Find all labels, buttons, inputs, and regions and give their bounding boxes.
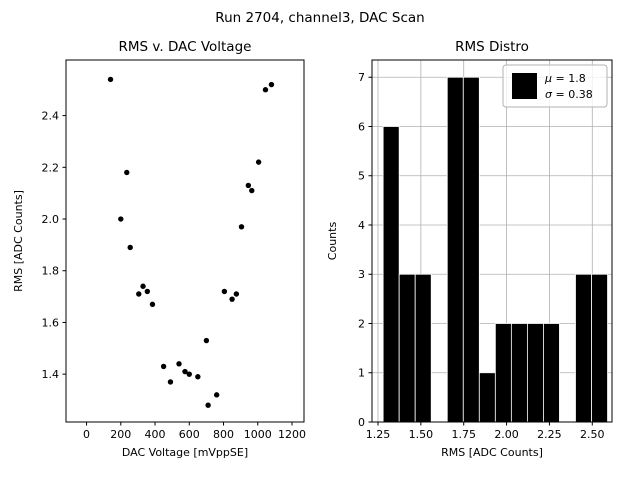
legend-box: μ = 1.8 σ = 0.38: [502, 64, 608, 108]
scatter-point: [140, 283, 146, 289]
scatter-point: [205, 402, 211, 408]
hist-bar: [462, 76, 480, 423]
x-tick-label: 1.50: [409, 428, 434, 441]
scatter-point: [176, 361, 182, 367]
x-axis-label: DAC Voltage [mVppSE]: [122, 446, 248, 459]
scatter-point: [182, 368, 188, 375]
scatter-point: [136, 291, 142, 297]
x-tick-label: 1200: [278, 428, 306, 441]
hist-bar: [527, 323, 544, 423]
x-tick-label: 600: [179, 428, 200, 441]
legend-label: μ = 1.8: [544, 72, 586, 85]
scatter-point: [167, 379, 174, 385]
scatter-point: [229, 296, 235, 302]
scatter-point: [213, 392, 220, 398]
hist-bar: [478, 372, 496, 423]
legend-label: σ = 0.38: [545, 88, 593, 101]
scatter-point: [255, 159, 262, 165]
y-tick-label: 1.4: [42, 368, 60, 381]
y-axis-label: RMS [ADC Counts]: [12, 190, 25, 292]
x-tick-label: 2.25: [537, 428, 562, 441]
y-tick-label: 1.8: [42, 265, 60, 278]
hist-bar: [575, 273, 592, 423]
y-tick-label: 5: [358, 170, 365, 183]
scatter-point: [238, 224, 245, 230]
x-tick-label: 0: [83, 428, 90, 441]
y-tick-label: 4: [358, 219, 365, 232]
scatter-point: [262, 87, 269, 93]
x-tick-label: 1000: [244, 428, 272, 441]
scatter-point: [221, 288, 228, 295]
hist-bar: [494, 323, 512, 423]
x-tick-label: 200: [110, 428, 131, 441]
x-axis-label: RMS [ADC Counts]: [441, 446, 543, 459]
scatter-point: [203, 337, 210, 344]
y-tick-label: 2.2: [42, 161, 60, 174]
x-tick-label: 400: [145, 428, 166, 441]
hist-bar: [414, 273, 432, 423]
hist-bar: [446, 76, 464, 423]
figure-title: Run 2704, channel3, DAC Scan: [215, 10, 425, 26]
hist-bar: [382, 126, 400, 423]
scatter-point: [118, 216, 124, 222]
scatter-point: [144, 288, 151, 295]
x-tick-label: 800: [213, 428, 234, 441]
scatter-point: [160, 363, 167, 370]
axes-title: RMS v. DAC Voltage: [119, 39, 252, 55]
y-tick-label: 3: [358, 268, 365, 281]
scatter-point: [186, 371, 192, 377]
y-tick-label: 6: [358, 120, 365, 133]
x-tick-label: 2.50: [580, 428, 605, 441]
y-tick-label: 2.0: [42, 213, 60, 226]
axes-spines: [65, 59, 305, 423]
x-tick-label: 1.25: [366, 428, 391, 441]
hist-bar: [591, 273, 608, 423]
axes-spines: [371, 59, 613, 423]
hist-bar: [398, 273, 416, 423]
y-tick-label: 1.6: [42, 316, 60, 329]
y-tick-label: 0: [358, 416, 365, 429]
scatter-plot: 0 200 400 600 800 1000 1200 1.4 1.6 1.8 2.0 2.2 2.4 R…: [12, 39, 306, 459]
scatter-point: [107, 76, 114, 83]
scatter-point: [149, 301, 156, 308]
legend-swatch: [512, 73, 537, 99]
axes-title: RMS Distro: [455, 39, 529, 55]
x-tick-label: 2.00: [494, 428, 519, 441]
scatter-point: [268, 81, 275, 88]
y-axis-label: Counts: [326, 222, 339, 261]
scatter-point: [195, 374, 201, 380]
scatter-point: [127, 244, 133, 251]
y-tick-label: 1: [358, 367, 365, 380]
histogram-plot: 1.25 1.50 1.75 2.00 2.25 2.50 0 1 2 3 4 5 6 7 RMS Dist…: [326, 39, 613, 459]
y-tick-label: 2.4: [42, 110, 60, 123]
y-tick-label: 7: [358, 71, 365, 84]
scatter-point: [124, 169, 130, 176]
scatter-point: [233, 291, 240, 297]
y-tick-label: 2: [358, 317, 365, 330]
scatter-point: [245, 182, 252, 189]
scatter-point: [249, 187, 255, 194]
hist-bar: [510, 323, 528, 423]
x-tick-label: 1.75: [451, 428, 476, 441]
hist-bar: [543, 323, 560, 423]
